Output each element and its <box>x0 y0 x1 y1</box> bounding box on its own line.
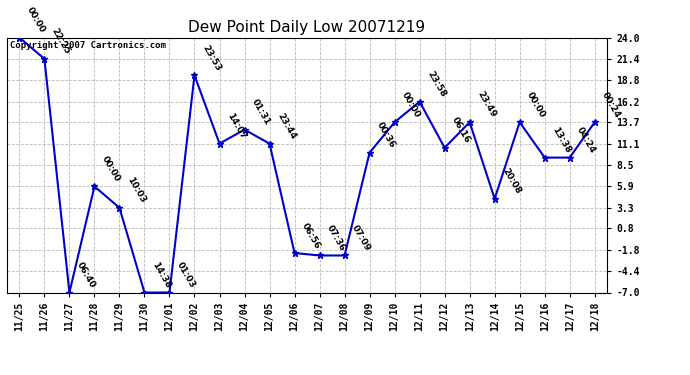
Text: 07:09: 07:09 <box>350 224 372 253</box>
Text: 13:38: 13:38 <box>550 126 572 155</box>
Text: 00:24: 00:24 <box>600 90 622 120</box>
Text: 22:25: 22:25 <box>50 27 72 56</box>
Text: 06:40: 06:40 <box>75 261 97 290</box>
Title: Dew Point Daily Low 20071219: Dew Point Daily Low 20071219 <box>188 20 426 35</box>
Text: 14:07: 14:07 <box>225 111 247 141</box>
Text: 10:03: 10:03 <box>125 176 147 205</box>
Text: 01:31: 01:31 <box>250 98 272 127</box>
Text: 23:44: 23:44 <box>275 111 297 141</box>
Text: 00:00: 00:00 <box>25 6 47 35</box>
Text: 06:16: 06:16 <box>450 116 472 145</box>
Text: 00:36: 00:36 <box>375 121 397 150</box>
Text: 14:38: 14:38 <box>150 260 172 290</box>
Text: 23:49: 23:49 <box>475 90 497 120</box>
Text: 20:08: 20:08 <box>500 167 522 196</box>
Text: 00:00: 00:00 <box>525 91 547 120</box>
Text: 04:24: 04:24 <box>575 125 598 155</box>
Text: 06:56: 06:56 <box>300 221 322 250</box>
Text: 07:36: 07:36 <box>325 224 347 253</box>
Text: 00:00: 00:00 <box>400 91 422 120</box>
Text: 23:53: 23:53 <box>200 43 222 72</box>
Text: Copyright 2007 Cartronics.com: Copyright 2007 Cartronics.com <box>10 41 166 50</box>
Text: 00:00: 00:00 <box>100 155 122 184</box>
Text: 23:58: 23:58 <box>425 70 447 99</box>
Text: 01:03: 01:03 <box>175 261 197 290</box>
